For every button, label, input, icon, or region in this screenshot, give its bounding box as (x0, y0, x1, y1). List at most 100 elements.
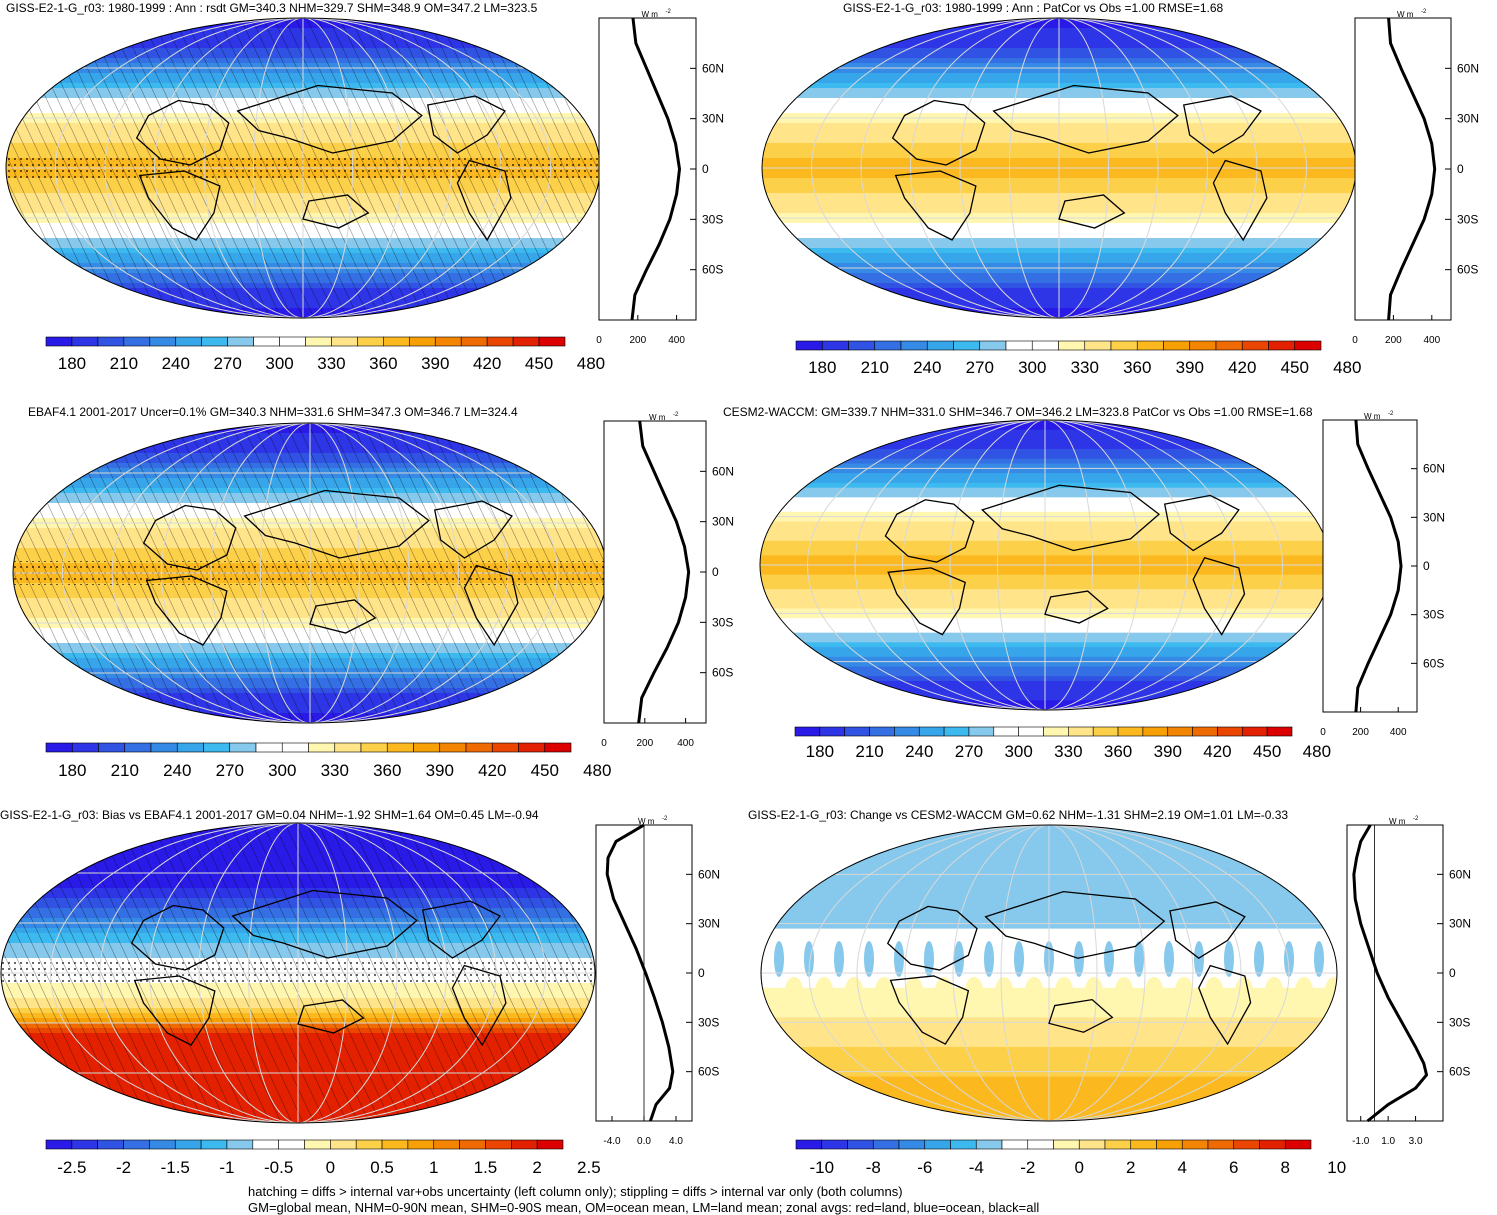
colorbar-label: 300 (1004, 742, 1032, 761)
colorbar-box (821, 1139, 848, 1150)
colorbar-box (331, 336, 358, 347)
colorbar-box (485, 1139, 512, 1150)
graticule-lon (902, 420, 1046, 710)
field-lobe (1254, 941, 1264, 977)
coastline (894, 170, 977, 241)
y-tick-label: 0 (702, 162, 709, 176)
colorbar-box (844, 726, 870, 737)
coastline (135, 99, 230, 166)
panel3-title: EBAF4.1 2001-2017 Uncer=0.1% GM=340.3 NH… (28, 405, 518, 419)
y-tick-label: 30S (1423, 608, 1444, 622)
unit-label: W m (642, 10, 659, 19)
graticule-lon (1058, 18, 1258, 318)
coastline (421, 900, 501, 959)
x-tick-label: 400 (668, 335, 685, 346)
graticule-lon (1044, 420, 1141, 710)
colorbar-box (518, 742, 546, 753)
panel6-zonal-mean: 60N 30N 0 30S 60S -1.0 1.0 3.0 W m -2 (1346, 816, 1471, 1147)
colorbar-label: -4 (969, 1158, 984, 1177)
panel2-title: GISS-E2-1-G_r03: 1980-1999 : Ann : PatCo… (843, 1, 1224, 15)
colorbar-box (1241, 340, 1269, 351)
colorbar-box (434, 336, 462, 347)
colorbar-label: 420 (1228, 358, 1256, 377)
colorbar-box (1259, 1139, 1286, 1150)
colorbar-box (98, 742, 126, 753)
colorbar-box (253, 336, 280, 347)
coastline (1198, 964, 1252, 1046)
y-tick-label: 0 (712, 565, 719, 579)
colorbar-box (943, 726, 970, 737)
graticule-lon (997, 420, 1046, 710)
graticule-lon (1048, 825, 1194, 1121)
x-tick-label: -1.0 (1352, 1136, 1370, 1147)
y-tick-label: 30S (1457, 212, 1478, 226)
colorbar-box (869, 726, 895, 737)
colorbar-box (1217, 726, 1243, 737)
colorbar-label: 10 (1327, 1158, 1346, 1177)
graticule-lon (297, 823, 546, 1123)
coastline (142, 504, 237, 571)
colorbar-box (1142, 726, 1169, 737)
colorbar-box (71, 1139, 98, 1150)
colorbar-box (538, 336, 566, 347)
y-tick-label: 30N (1457, 112, 1479, 126)
field-lobe (1025, 977, 1043, 1005)
field-lobe (1055, 977, 1073, 1005)
colorbar-box (1233, 1139, 1260, 1150)
colorbar-box (1018, 726, 1044, 737)
panel4-colorbar: 180 210 240 270 300 330 360 390 420 450 480 (794, 726, 1331, 761)
field-lobe (785, 977, 803, 1005)
colorbar-box (360, 742, 388, 753)
colorbar-label: 420 (478, 761, 506, 780)
colorbar-label: -0.5 (264, 1158, 293, 1177)
colorbar-label: 180 (806, 742, 834, 761)
coastline (130, 904, 225, 971)
colorbar-label: -2 (116, 1158, 131, 1177)
zonal-frame (1354, 17, 1452, 321)
y-tick-label: 0 (698, 966, 705, 980)
coastline (243, 489, 430, 559)
unit-label: W m (1389, 817, 1406, 826)
colorbar-label: 450 (531, 761, 559, 780)
panel6-title: GISS-E2-1-G_r03: Change vs CESM2-WACCM G… (748, 808, 1289, 822)
panel6-map (760, 824, 1338, 1122)
colorbar-label: 300 (265, 354, 293, 373)
colorbar-label: 300 (1018, 358, 1046, 377)
colorbar-box (953, 340, 981, 351)
colorbar-box (950, 1139, 977, 1150)
graticule-lon (149, 823, 299, 1123)
field-lobe (1314, 941, 1324, 977)
field-lobe (1235, 977, 1253, 1005)
colorbar-label: 0.5 (370, 1158, 394, 1177)
field-lobe (1164, 941, 1174, 977)
colorbar-box (45, 1139, 73, 1150)
colorbar-box (71, 742, 99, 753)
field-lobe (774, 941, 784, 977)
y-tick-label: 0 (1423, 559, 1430, 573)
graticule-lon (856, 825, 1050, 1121)
colorbar-label: 210 (861, 358, 889, 377)
colorbar-box (459, 1139, 486, 1150)
colorbar-label: 2 (532, 1158, 541, 1177)
field-lobe (965, 977, 983, 1005)
colorbar-label: 2.5 (577, 1158, 601, 1177)
colorbar-box (491, 742, 519, 753)
zonal-curve-all (637, 420, 691, 724)
colorbar-box (898, 1139, 926, 1150)
field-lobe (924, 941, 934, 977)
panel1-map-field (6, 18, 600, 318)
colorbar-label: 210 (110, 354, 138, 373)
graticule-lon (302, 18, 551, 318)
y-tick-label: 60S (698, 1065, 719, 1079)
colorbar-box (407, 1139, 435, 1150)
colorbar-box (544, 742, 572, 753)
panel3-colorbar: 180 210 240 270 300 330 360 390 420 450 480 (45, 742, 611, 780)
x-tick-label: 0 (596, 335, 602, 346)
field-lobe (995, 977, 1013, 1005)
colorbar-box (874, 340, 902, 351)
y-tick-label: 30S (1449, 1015, 1470, 1029)
graticule-lon (297, 823, 348, 1123)
y-tick-label: 60S (1449, 1065, 1470, 1079)
graticule-lon (807, 420, 1046, 710)
panel2-zonal-mean: 60N 30N 0 30S 60S 0 200 400 W m -2 (1352, 9, 1479, 346)
